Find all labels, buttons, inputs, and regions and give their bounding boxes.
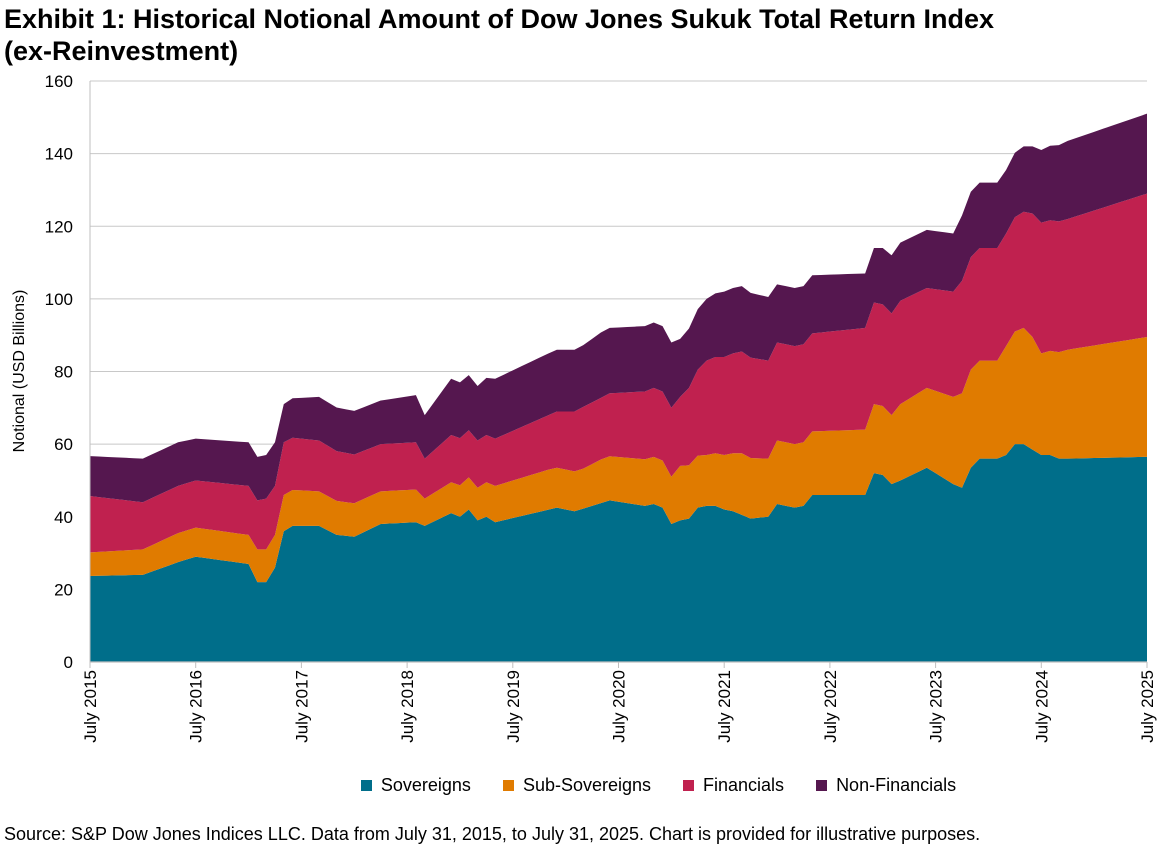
chart-title: Exhibit 1: Historical Notional Amount of… <box>4 3 1164 67</box>
chart-title-line-2: (ex-Reinvestment) <box>4 36 239 66</box>
area-series-group <box>90 113 1147 662</box>
y-tick-label: 80 <box>54 363 73 382</box>
legend-swatch <box>360 780 372 791</box>
legend-item: Sub-Sovereigns <box>502 775 652 796</box>
y-axis-label: Notional (USD Billions) <box>11 290 28 453</box>
x-tick-label: July 2015 <box>81 670 100 743</box>
x-tick-label: July 2020 <box>610 670 629 743</box>
y-tick-label: 20 <box>54 580 73 599</box>
legend-item: Non-Financials <box>816 775 956 796</box>
y-tick-label: 0 <box>64 653 73 672</box>
legend-swatch <box>816 780 828 791</box>
x-tick-label: July 2024 <box>1032 670 1051 743</box>
x-tick-label: July 2022 <box>821 670 840 743</box>
legend-label: Financials <box>703 775 785 795</box>
x-tick-label: July 2021 <box>715 670 734 743</box>
legend-item: Sovereigns <box>360 775 471 796</box>
y-tick-label: 40 <box>54 508 73 527</box>
y-tick-labels: 0 20 40 60 80 100 120 140 160 <box>45 72 73 672</box>
legend-label: Sub-Sovereigns <box>522 775 652 795</box>
legend-swatch <box>683 780 695 791</box>
legend-item: Financials <box>683 775 784 796</box>
area-series-sub-sovereigns <box>90 327 1147 583</box>
legend-label: Non-Financials <box>836 775 957 795</box>
x-tick-label: July 2023 <box>927 670 946 743</box>
y-tick-label: 60 <box>54 435 73 454</box>
x-tick-label: July 2019 <box>504 670 523 743</box>
y-tick-label: 100 <box>45 290 73 309</box>
legend-label: Sovereigns <box>380 775 471 795</box>
y-tick-label: 160 <box>45 72 73 91</box>
area-series-sovereigns <box>90 444 1147 662</box>
axes <box>89 81 1148 668</box>
legend-swatch <box>502 780 514 791</box>
x-tick-label: July 2018 <box>398 670 417 743</box>
x-tick-label: July 2017 <box>292 670 311 743</box>
chart-title-line-1: Exhibit 1: Historical Notional Amount of… <box>4 4 995 34</box>
x-tick-label: July 2025 <box>1138 670 1157 743</box>
y-tick-label: 140 <box>45 145 73 164</box>
x-tick-labels: July 2015 July 2016 July 2017 July 2018 July… <box>81 670 1157 743</box>
y-tick-label: 120 <box>45 217 73 236</box>
source-note: Source: S&P Dow Jones Indices LLC. Data … <box>4 824 981 844</box>
legend: Sovereigns Sub-Sovereigns Financials Non-Fi… <box>0 775 1167 796</box>
x-tick-label: July 2016 <box>187 670 206 743</box>
area-series-financials <box>90 193 1147 553</box>
area-series-non-financials <box>90 113 1147 503</box>
